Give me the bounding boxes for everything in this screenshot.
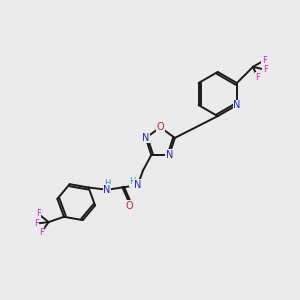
Text: F: F <box>34 219 39 228</box>
Text: N: N <box>134 180 141 190</box>
Text: N: N <box>142 133 149 143</box>
Text: F: F <box>39 228 44 237</box>
Text: F: F <box>262 56 267 65</box>
Text: F: F <box>263 65 268 74</box>
Text: H: H <box>104 179 110 188</box>
Text: N: N <box>103 185 111 195</box>
Text: F: F <box>36 209 41 218</box>
Text: N: N <box>166 150 173 160</box>
Text: H: H <box>129 177 136 186</box>
Text: O: O <box>157 122 164 132</box>
Text: O: O <box>126 201 133 211</box>
Text: F: F <box>255 73 260 82</box>
Text: N: N <box>233 100 241 110</box>
